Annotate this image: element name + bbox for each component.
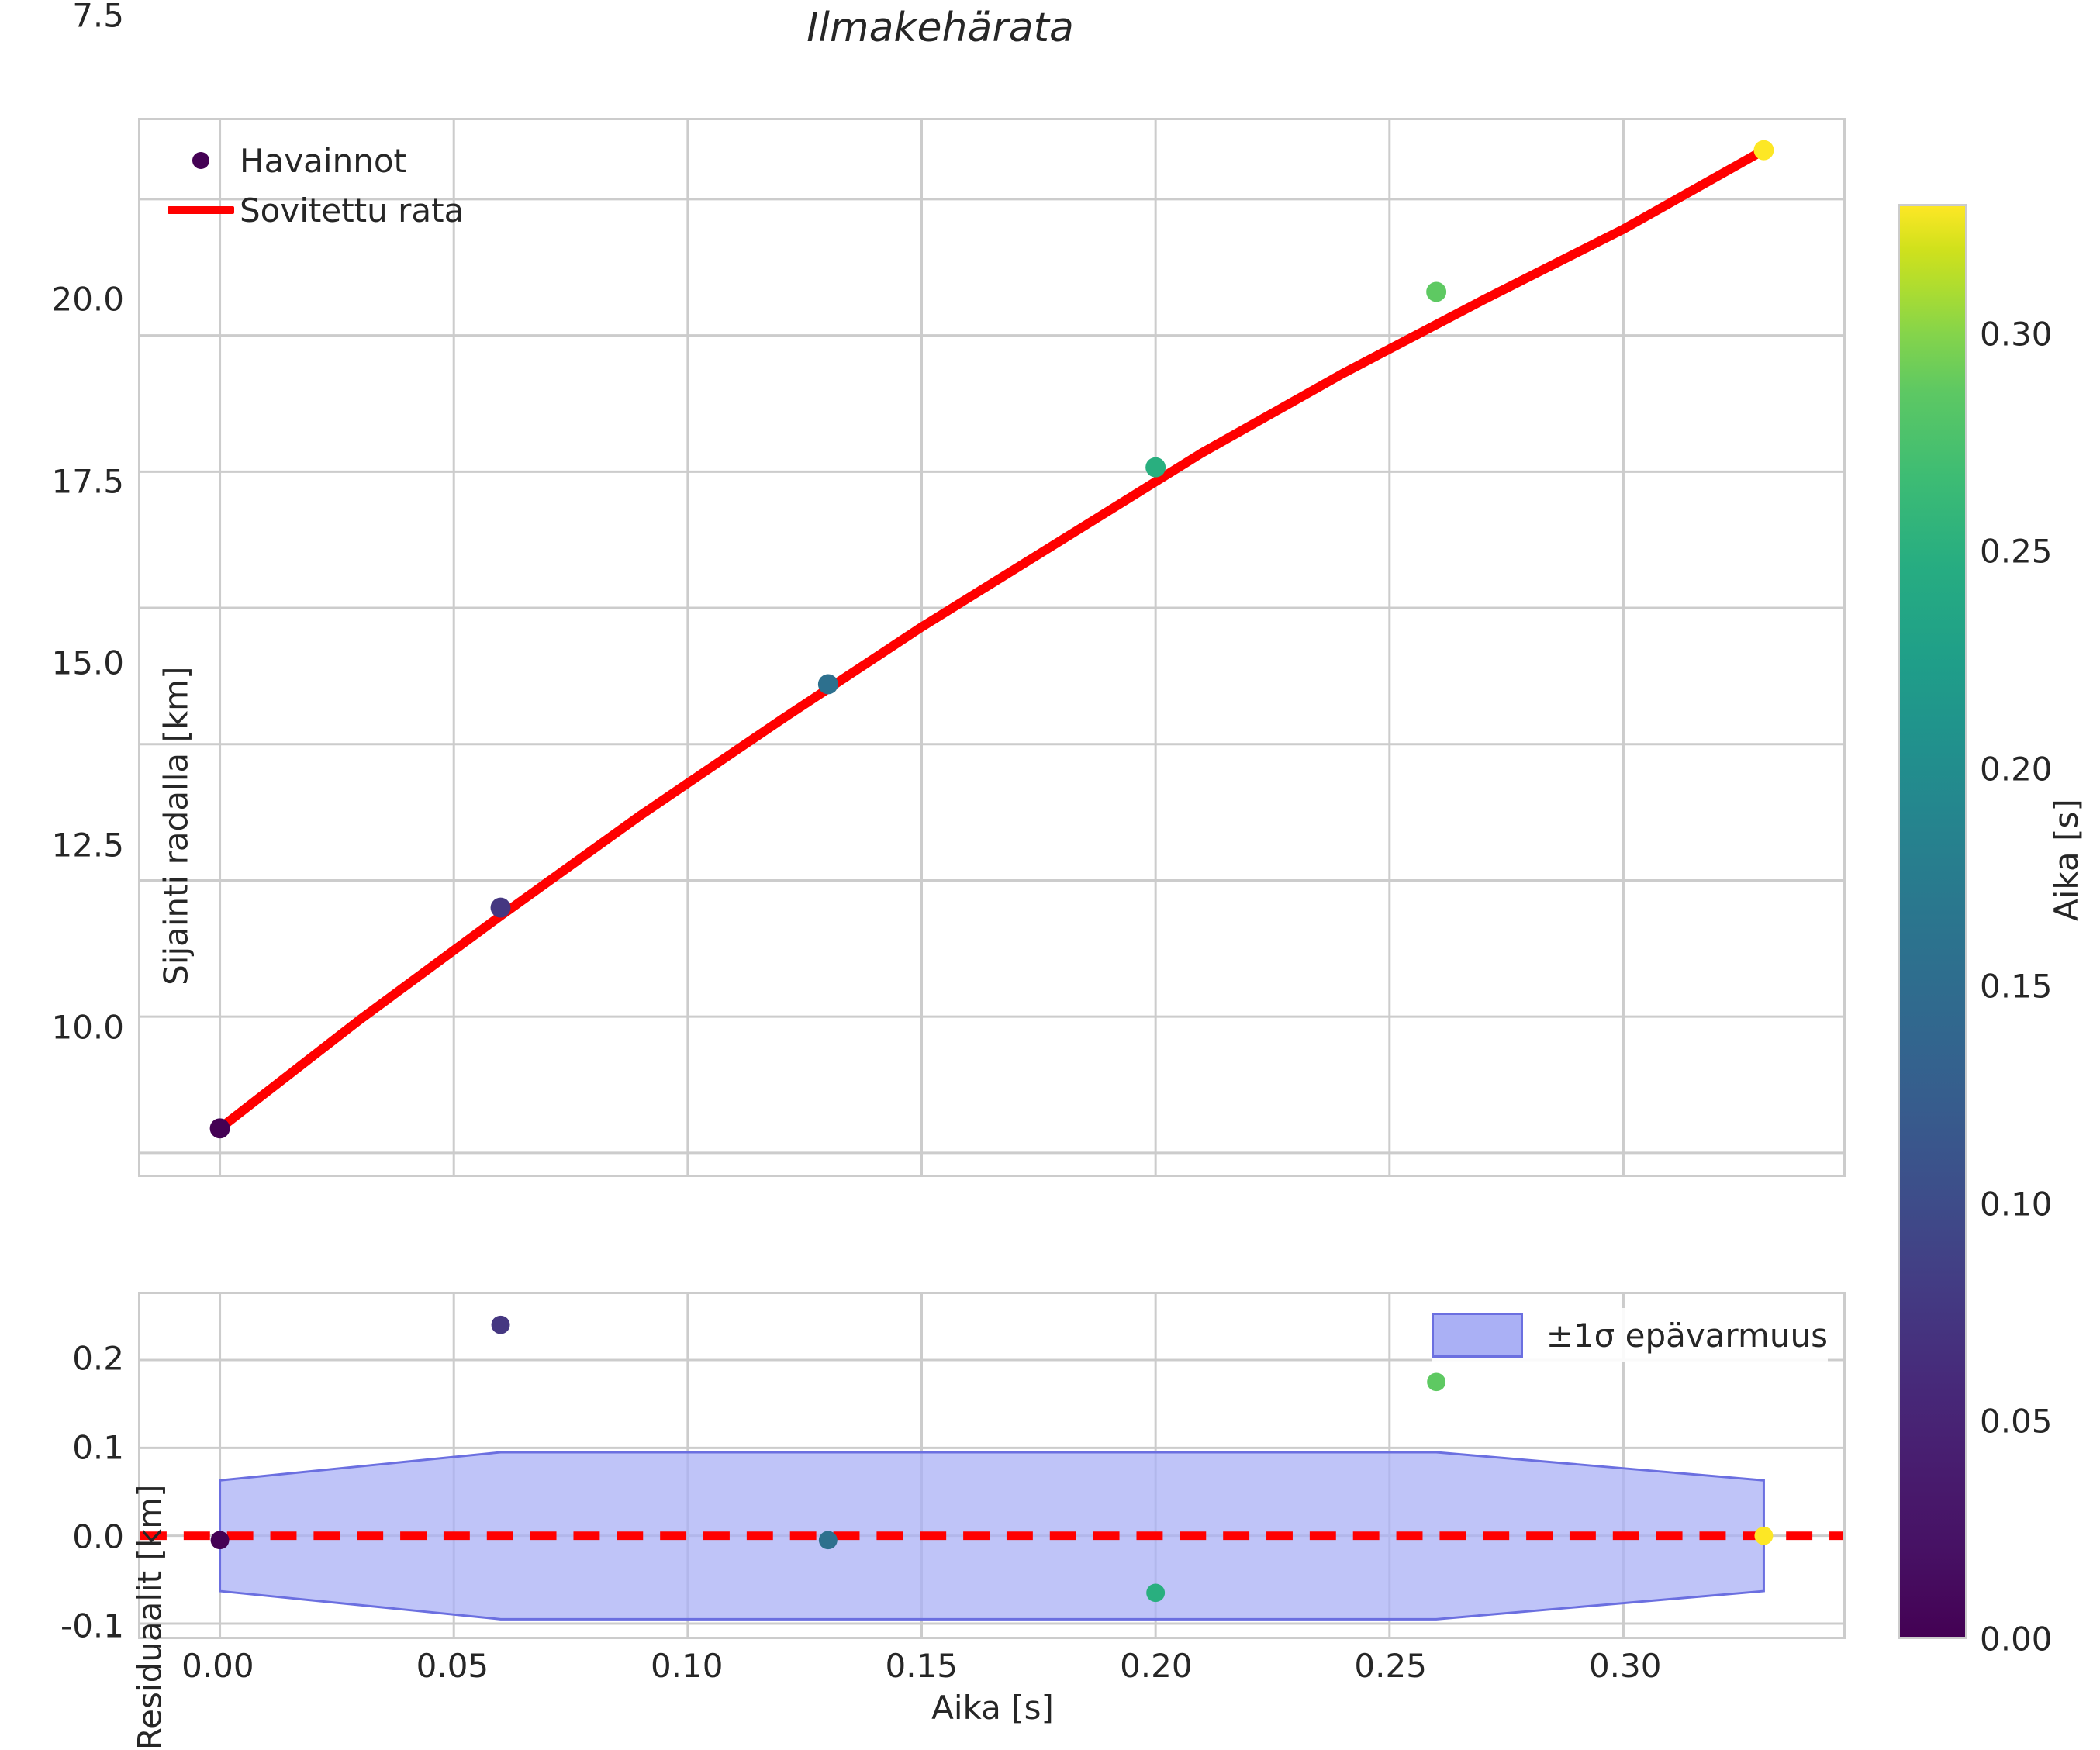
y-tick-res-3: -0.1	[60, 1607, 124, 1645]
main-plot-canvas	[140, 120, 1843, 1175]
residual-plot-axes: ±1σ epävarmuus	[138, 1292, 1846, 1639]
y-tick-res-0: 0.2	[72, 1340, 124, 1378]
colorbar-container: 0.30 0.25 0.20 0.15 0.10 0.05 0.00	[1898, 204, 1967, 1639]
y-tick-main-1: 17.5	[51, 462, 124, 500]
y-tick-main-0: 20.0	[51, 280, 124, 318]
colorbar-tick-5: 0.05	[1980, 1402, 2053, 1440]
x-tick-labels: 0.00 0.05 0.10 0.15 0.20 0.25 0.30	[138, 1639, 1846, 1686]
y-tick-main-3: 12.5	[51, 827, 124, 865]
legend-label-observations: Havainnot	[240, 142, 406, 180]
x-tick-4: 0.20	[1120, 1647, 1193, 1685]
line-marker-icon	[162, 206, 240, 214]
colorbar-tick-2: 0.20	[1980, 751, 2053, 789]
main-legend: Havainnot Sovitettu rata	[162, 136, 488, 235]
y-tick-main-5: 7.5	[72, 0, 124, 34]
residual-y-tick-labels: 0.2 0.1 0.0 -0.1	[0, 1292, 126, 1639]
x-tick-0: 0.00	[181, 1647, 254, 1685]
legend-label-uncertainty: ±1σ epävarmuus	[1546, 1317, 1828, 1355]
colorbar-tick-6: 0.00	[1980, 1621, 2053, 1659]
main-y-axis-label: Sijainti radalla [km]	[157, 667, 195, 985]
x-tick-2: 0.10	[651, 1647, 724, 1685]
x-tick-3: 0.15	[886, 1647, 958, 1685]
main-plot-axes: Havainnot Sovitettu rata	[138, 118, 1846, 1177]
x-tick-5: 0.25	[1354, 1647, 1427, 1685]
legend-label-fit: Sovitettu rata	[240, 192, 464, 230]
colorbar-tick-3: 0.15	[1980, 967, 2053, 1005]
y-tick-res-2: 0.0	[72, 1517, 124, 1555]
x-tick-6: 0.30	[1589, 1647, 1662, 1685]
residual-legend: ±1σ epävarmuus	[1432, 1308, 1828, 1362]
y-tick-main-2: 15.0	[51, 644, 124, 682]
colorbar-tick-1: 0.25	[1980, 532, 2053, 570]
legend-item-fit: Sovitettu rata	[162, 185, 488, 235]
scatter-marker-icon	[162, 152, 240, 169]
residual-y-axis-label: Residuaalit [km]	[130, 1485, 168, 1750]
main-y-tick-labels: 20.0 17.5 15.0 12.5 10.0 7.5 5.0 2.5	[0, 118, 126, 1177]
legend-item-observations: Havainnot	[162, 136, 488, 185]
y-tick-main-4: 10.0	[51, 1009, 124, 1047]
colorbar-axis-label: Aika [s]	[2047, 799, 2085, 921]
page-title: Ilmakehärata	[0, 5, 1881, 51]
x-axis-label: Aika [s]	[869, 1689, 1117, 1727]
colorbar-tick-0: 0.30	[1980, 316, 2053, 354]
colorbar-gradient	[1898, 204, 1967, 1639]
colorbar-tick-4: 0.10	[1980, 1186, 2053, 1224]
uncertainty-band-swatch-icon	[1432, 1313, 1523, 1358]
x-tick-1: 0.05	[416, 1647, 489, 1685]
y-tick-res-1: 0.1	[72, 1429, 124, 1467]
